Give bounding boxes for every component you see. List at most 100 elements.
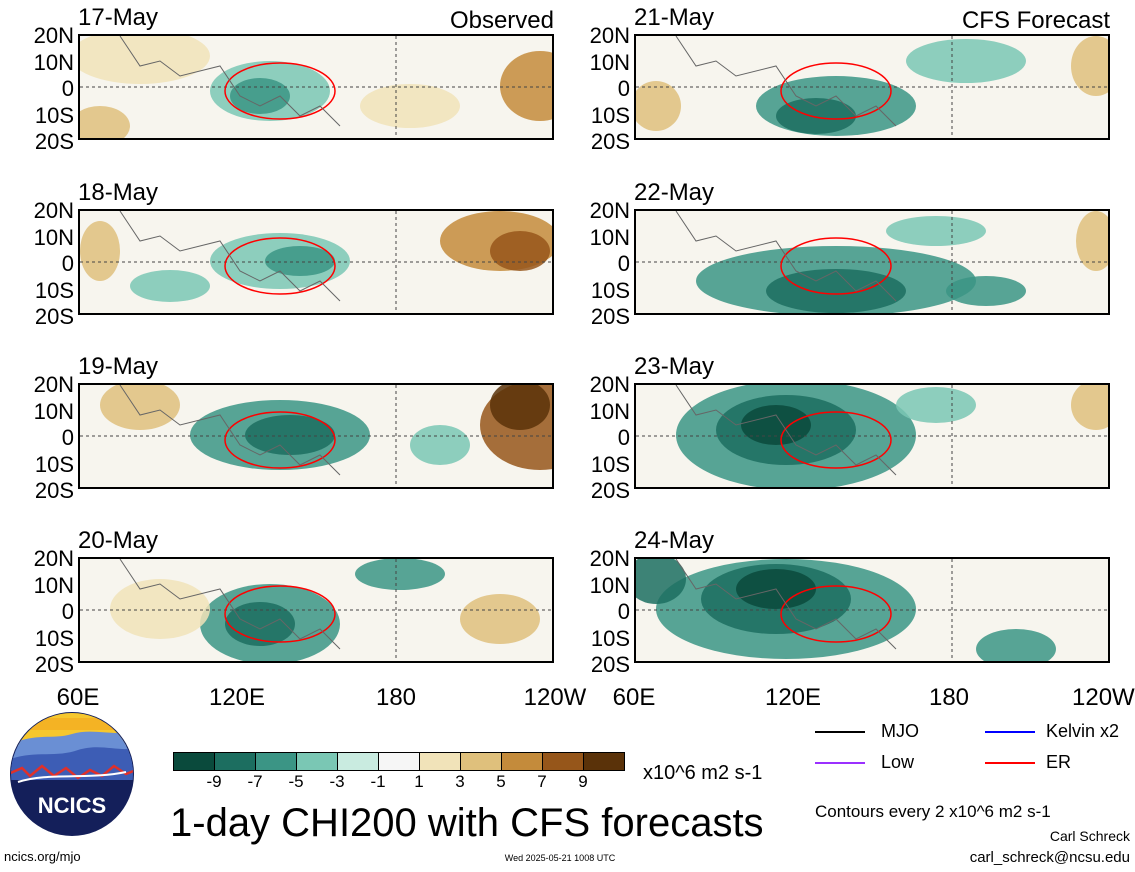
anomaly-region [636, 559, 686, 604]
colorbar-box [419, 752, 461, 771]
legend-label-kelvin: Kelvin x2 [1046, 721, 1120, 741]
y-tick-label: 10N [589, 49, 630, 75]
anomaly-region [265, 246, 335, 276]
y-tick-label: 20N [33, 546, 74, 571]
anomaly-region [500, 51, 552, 121]
y-tick-label: 0 [617, 425, 630, 450]
anomaly-region [100, 385, 180, 430]
x-tick-120w-right: 120W [1072, 686, 1135, 710]
anomaly-region [490, 385, 550, 430]
panel-date-18-may: 18-May [78, 179, 159, 206]
map-panel-24-may [634, 557, 1110, 663]
y-tick-label: 10S [590, 277, 630, 303]
y-tick-label: 10S [34, 277, 74, 303]
colorbar-level-label: 5 [496, 772, 506, 791]
y-tick-label: 10N [589, 398, 630, 424]
y-tick-label: 20S [590, 478, 630, 503]
legend-line-er [985, 762, 1035, 764]
colorbar-level-label: -1 [370, 772, 386, 791]
x-tick-180-right: 180 [928, 684, 970, 711]
colorbar-level-label: 9 [578, 772, 588, 791]
y-tick-label: 10S [34, 625, 74, 651]
anomaly-region [636, 81, 681, 131]
author-email: carl_schreck@ncsu.edu [969, 849, 1130, 866]
map-panel-18-may [78, 209, 554, 315]
legend-label-er: ER [1046, 752, 1072, 772]
colorbar-box [583, 752, 625, 771]
er-contour [224, 585, 336, 643]
x-tick-60e-right: 60E [612, 684, 656, 711]
anomaly-region [410, 425, 470, 465]
anomaly-region [946, 276, 1026, 306]
coastline [119, 385, 341, 476]
colorbar-box [296, 752, 338, 771]
y-tick-label: 10S [34, 451, 74, 477]
er-contour [780, 585, 892, 643]
legend-line-low [815, 762, 865, 764]
anomaly-region [130, 270, 210, 302]
coastline [119, 559, 341, 650]
anomaly-region [1071, 36, 1108, 96]
colorbar-box [173, 752, 215, 771]
coastline [675, 36, 897, 127]
y-tick-label: 0 [61, 76, 74, 101]
y-tick-label: 20S [34, 129, 74, 154]
colorbar-level-label: 1 [414, 772, 424, 791]
y-tick-label: 0 [617, 76, 630, 101]
anomaly-region [80, 36, 210, 84]
anomaly-region [110, 579, 210, 639]
colorbar-box [542, 752, 584, 771]
y-tick-label: 10N [33, 224, 74, 250]
colorbar-level-label: -3 [329, 772, 345, 791]
author-name: Carl Schreck [1049, 828, 1130, 844]
y-tick-label: 20N [589, 23, 630, 48]
anomaly-region [896, 387, 976, 423]
anomaly-region [1071, 385, 1108, 430]
coastline [119, 36, 341, 127]
anomaly-region [490, 231, 550, 271]
er-contour [780, 411, 892, 469]
legend-line-mjo [815, 731, 865, 733]
panel-date-22-may: 22-May [634, 179, 715, 206]
footer-url[interactable]: ncics.org/mjo [4, 849, 81, 864]
anomaly-region [886, 216, 986, 246]
map-panel-21-may [634, 34, 1110, 140]
x-tick-120w-left: 120W [523, 684, 587, 711]
colorbar-box [501, 752, 543, 771]
y-tick-label: 10S [590, 102, 630, 128]
anomaly-region [766, 269, 906, 313]
coastline [119, 211, 341, 302]
contour-note: Contours every 2 x10^6 m2 s-1 [815, 802, 1051, 821]
panel-date-23-may: 23-May [634, 353, 715, 380]
x-tick-120e-right: 120E [764, 684, 822, 711]
colorbar-box [460, 752, 502, 771]
y-tick-label: 20S [34, 478, 74, 503]
y-tick-label: 20N [589, 546, 630, 571]
x-tick-120e-left: 120E [208, 684, 266, 711]
coastline [675, 385, 897, 476]
anomaly-region [460, 594, 540, 644]
legend-label-mjo: MJO [881, 721, 919, 741]
y-tick-label: 20S [590, 304, 630, 329]
anomaly-region [741, 405, 811, 445]
y-tick-label: 20S [590, 129, 630, 154]
panel-date-24-may: 24-May [634, 527, 715, 554]
y-tick-label: 10N [33, 49, 74, 75]
colorbar-level-label: -9 [206, 772, 222, 791]
coastline [675, 211, 897, 302]
anomaly-region [1076, 211, 1108, 271]
colorbar-box [378, 752, 420, 771]
footer-timestamp: Wed 2025-05-21 1008 UTC [504, 853, 616, 863]
er-contour [224, 237, 336, 295]
er-contour [780, 237, 892, 295]
y-tick-label: 0 [617, 599, 630, 624]
map-panel-17-may [78, 34, 554, 140]
colorbar-level-label: 7 [537, 772, 547, 791]
y-tick-label: 10S [590, 451, 630, 477]
anomaly-region [776, 98, 856, 134]
anomaly-region [80, 221, 120, 281]
y-tick-label: 20S [34, 304, 74, 329]
map-panel-22-may [634, 209, 1110, 315]
y-tick-label: 10N [589, 572, 630, 598]
panel-date-17-may: 17-May [78, 4, 159, 31]
